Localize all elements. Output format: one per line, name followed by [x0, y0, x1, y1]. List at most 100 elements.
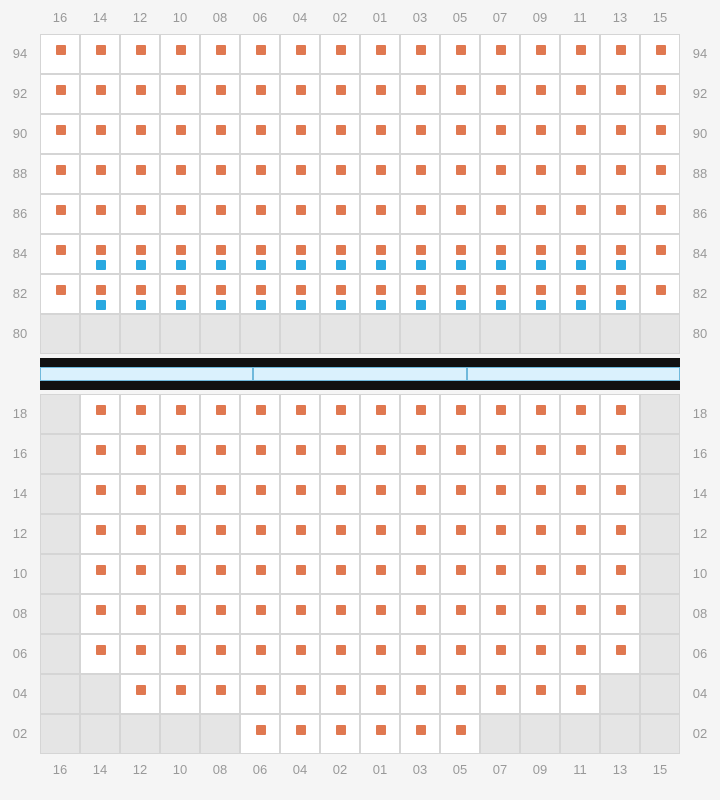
- seat-cell[interactable]: [400, 194, 440, 234]
- seat-cell[interactable]: [520, 194, 560, 234]
- seat-cell[interactable]: [560, 554, 600, 594]
- seat-cell[interactable]: [440, 194, 480, 234]
- seat-cell[interactable]: [240, 34, 280, 74]
- seat-cell[interactable]: [320, 434, 360, 474]
- seat-cell[interactable]: [40, 34, 80, 74]
- seat-cell[interactable]: [160, 154, 200, 194]
- seat-cell[interactable]: [280, 274, 320, 314]
- seat-cell[interactable]: [120, 154, 160, 194]
- seat-cell[interactable]: [360, 634, 400, 674]
- seat-cell[interactable]: [360, 714, 400, 754]
- seat-cell[interactable]: [160, 274, 200, 314]
- seat-cell[interactable]: [360, 554, 400, 594]
- seat-cell[interactable]: [360, 474, 400, 514]
- seat-cell[interactable]: [280, 74, 320, 114]
- seat-cell[interactable]: [400, 554, 440, 594]
- seat-cell[interactable]: [80, 594, 120, 634]
- seat-cell[interactable]: [200, 114, 240, 154]
- seat-cell[interactable]: [320, 74, 360, 114]
- seat-cell[interactable]: [440, 114, 480, 154]
- seat-cell[interactable]: [360, 594, 400, 634]
- seat-cell[interactable]: [120, 514, 160, 554]
- seat-cell[interactable]: [320, 34, 360, 74]
- seat-cell[interactable]: [440, 474, 480, 514]
- seat-cell[interactable]: [80, 234, 120, 274]
- seat-cell[interactable]: [80, 554, 120, 594]
- seat-cell[interactable]: [560, 434, 600, 474]
- seat-cell[interactable]: [480, 34, 520, 74]
- seat-cell[interactable]: [240, 434, 280, 474]
- seat-cell[interactable]: [520, 514, 560, 554]
- seat-cell[interactable]: [160, 594, 200, 634]
- seat-cell[interactable]: [440, 434, 480, 474]
- seat-cell[interactable]: [200, 594, 240, 634]
- seat-cell[interactable]: [320, 474, 360, 514]
- seat-cell[interactable]: [520, 674, 560, 714]
- seat-cell[interactable]: [560, 474, 600, 514]
- seat-cell[interactable]: [440, 554, 480, 594]
- seat-cell[interactable]: [80, 74, 120, 114]
- seat-cell[interactable]: [440, 274, 480, 314]
- seat-cell[interactable]: [320, 394, 360, 434]
- seat-cell[interactable]: [200, 154, 240, 194]
- seat-cell[interactable]: [400, 674, 440, 714]
- seat-cell[interactable]: [240, 194, 280, 234]
- seat-cell[interactable]: [400, 154, 440, 194]
- seat-cell[interactable]: [280, 34, 320, 74]
- seat-cell[interactable]: [80, 474, 120, 514]
- seat-cell[interactable]: [400, 394, 440, 434]
- seat-cell[interactable]: [320, 634, 360, 674]
- seat-cell[interactable]: [560, 34, 600, 74]
- seat-cell[interactable]: [600, 34, 640, 74]
- seat-cell[interactable]: [520, 274, 560, 314]
- seat-cell[interactable]: [200, 514, 240, 554]
- seat-cell[interactable]: [520, 394, 560, 434]
- seat-cell[interactable]: [560, 74, 600, 114]
- seat-cell[interactable]: [120, 114, 160, 154]
- seat-cell[interactable]: [280, 434, 320, 474]
- seat-cell[interactable]: [600, 594, 640, 634]
- seat-cell[interactable]: [360, 674, 400, 714]
- seat-cell[interactable]: [440, 594, 480, 634]
- seat-cell[interactable]: [120, 474, 160, 514]
- seat-cell[interactable]: [240, 114, 280, 154]
- seat-cell[interactable]: [40, 234, 80, 274]
- seat-cell[interactable]: [280, 154, 320, 194]
- seat-cell[interactable]: [360, 514, 400, 554]
- seat-cell[interactable]: [600, 114, 640, 154]
- seat-cell[interactable]: [440, 514, 480, 554]
- seat-cell[interactable]: [400, 474, 440, 514]
- seat-cell[interactable]: [640, 194, 680, 234]
- seat-cell[interactable]: [280, 714, 320, 754]
- seat-cell[interactable]: [400, 274, 440, 314]
- seat-cell[interactable]: [320, 194, 360, 234]
- seat-cell[interactable]: [560, 274, 600, 314]
- seat-cell[interactable]: [200, 554, 240, 594]
- seat-cell[interactable]: [640, 154, 680, 194]
- seat-cell[interactable]: [480, 394, 520, 434]
- seat-cell[interactable]: [320, 714, 360, 754]
- seat-cell[interactable]: [200, 194, 240, 234]
- seat-cell[interactable]: [600, 234, 640, 274]
- seat-cell[interactable]: [400, 634, 440, 674]
- seat-cell[interactable]: [240, 154, 280, 194]
- seat-cell[interactable]: [120, 394, 160, 434]
- seat-cell[interactable]: [480, 554, 520, 594]
- seat-cell[interactable]: [360, 154, 400, 194]
- seat-cell[interactable]: [360, 274, 400, 314]
- seat-cell[interactable]: [440, 74, 480, 114]
- seat-cell[interactable]: [280, 114, 320, 154]
- seat-cell[interactable]: [320, 594, 360, 634]
- seat-cell[interactable]: [440, 674, 480, 714]
- seat-cell[interactable]: [520, 434, 560, 474]
- seat-cell[interactable]: [560, 674, 600, 714]
- seat-cell[interactable]: [640, 234, 680, 274]
- seat-cell[interactable]: [480, 674, 520, 714]
- seat-cell[interactable]: [240, 714, 280, 754]
- seat-cell[interactable]: [120, 554, 160, 594]
- seat-cell[interactable]: [560, 114, 600, 154]
- seat-cell[interactable]: [320, 514, 360, 554]
- seat-cell[interactable]: [240, 674, 280, 714]
- seat-cell[interactable]: [200, 74, 240, 114]
- seat-cell[interactable]: [520, 114, 560, 154]
